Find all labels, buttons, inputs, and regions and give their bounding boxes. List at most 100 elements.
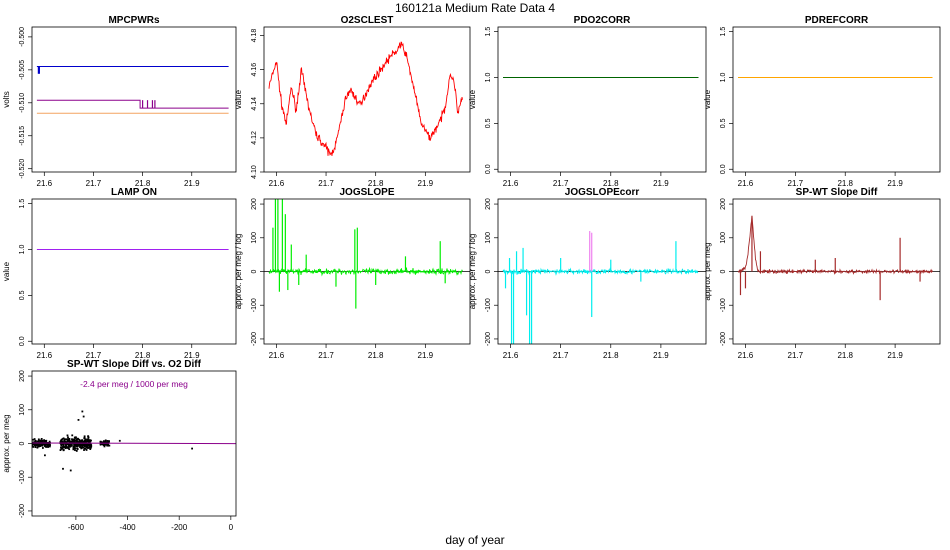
- x-tick-label: 21.6: [37, 351, 53, 360]
- x-tick-label: 21.8: [135, 351, 151, 360]
- y-tick-label: 4.16: [251, 63, 258, 77]
- data-point: [88, 439, 91, 441]
- data-point: [84, 438, 87, 441]
- data-point: [68, 440, 70, 443]
- data-point: [77, 438, 80, 440]
- y-axis-label: value: [2, 261, 11, 281]
- y-tick-label: -0.515: [19, 126, 26, 146]
- data-point: [75, 445, 78, 448]
- data-point: [49, 444, 51, 446]
- y-tick-label: 4.10: [251, 165, 258, 179]
- data-point: [68, 437, 71, 440]
- figure-title: 160121a Medium Rate Data 4: [395, 1, 555, 15]
- y-tick-label: 200: [19, 370, 26, 382]
- data-point: [79, 441, 81, 444]
- data-point: [33, 438, 36, 440]
- data-point: [47, 443, 50, 446]
- data-point: [46, 443, 48, 446]
- y-tick-label: 0.0: [19, 336, 26, 346]
- x-tick-label: 21.7: [788, 179, 804, 188]
- data-point: [60, 447, 63, 449]
- data-point: [81, 444, 84, 447]
- data-point: [75, 444, 78, 447]
- data-point: [62, 467, 64, 470]
- data-point: [39, 443, 41, 446]
- data-point: [32, 445, 33, 447]
- x-tick-label: 21.9: [184, 351, 200, 360]
- x-tick-label: 21.7: [553, 179, 569, 188]
- data-point: [41, 439, 44, 442]
- data-point: [103, 440, 105, 443]
- data-point: [44, 444, 47, 447]
- x-tick-label: 21.9: [418, 351, 434, 360]
- data-point: [80, 441, 82, 444]
- plot-frame: [497, 26, 707, 173]
- y-tick-label: 0.5: [19, 290, 26, 300]
- chart-title: JOGSLOPEcorr: [565, 187, 640, 198]
- data-point: [60, 448, 63, 450]
- data-point: [48, 445, 51, 447]
- data-point: [45, 446, 48, 448]
- data-point: [87, 435, 90, 438]
- data-point: [79, 443, 82, 446]
- y-tick-label: 0.5: [485, 118, 492, 128]
- data-point: [41, 443, 44, 446]
- data-point: [89, 446, 92, 449]
- data-point: [75, 436, 77, 439]
- y-tick-label: 200: [720, 198, 727, 210]
- data-point: [32, 442, 35, 445]
- x-tick-label: 21.8: [837, 351, 853, 360]
- data-point: [47, 446, 49, 448]
- data-point: [65, 444, 67, 447]
- data-point: [118, 439, 121, 442]
- data-point: [70, 440, 72, 443]
- x-tick-label: 21.9: [887, 351, 903, 360]
- series-0: [36, 66, 229, 74]
- data-point: [73, 436, 76, 439]
- data-point: [32, 446, 35, 448]
- data-point: [104, 443, 107, 446]
- x-tick-label: -200: [171, 523, 188, 532]
- series-0: [502, 241, 699, 344]
- x-tick-label: 21.6: [37, 179, 53, 188]
- x-tick-label: 21.8: [603, 179, 619, 188]
- y-tick-label: -100: [251, 298, 258, 312]
- plot-area: [32, 410, 236, 472]
- data-point: [73, 444, 76, 447]
- data-point: [72, 447, 75, 450]
- data-point: [81, 440, 83, 443]
- data-point: [66, 438, 69, 441]
- x-tick-label: 21.9: [653, 351, 669, 360]
- data-point: [69, 445, 72, 448]
- data-point: [70, 444, 73, 447]
- data-point: [36, 443, 39, 446]
- x-tick-label: 21.8: [837, 179, 853, 188]
- y-axis-label: value: [703, 89, 712, 109]
- data-point: [66, 434, 69, 437]
- y-tick-label: 1.0: [720, 73, 727, 83]
- data-point: [37, 444, 40, 447]
- data-point: [39, 439, 42, 442]
- series-trace: [502, 267, 699, 276]
- series-trace: [268, 41, 463, 156]
- x-tick-label: 0: [229, 523, 234, 532]
- data-point: [32, 438, 34, 441]
- data-point: [88, 445, 91, 448]
- data-point: [64, 447, 67, 450]
- data-point: [83, 447, 86, 450]
- data-point: [88, 446, 91, 449]
- y-axis-label: approx. per meg: [703, 242, 712, 300]
- data-point: [62, 443, 64, 446]
- data-point: [83, 444, 86, 447]
- y-tick-label: -100: [19, 470, 26, 484]
- chart-title: O2SCLEST: [341, 15, 394, 26]
- x-tick-label: -600: [68, 523, 85, 532]
- series-trace: [268, 266, 463, 277]
- y-axis-label: approx. per meg / log: [468, 234, 477, 310]
- chart-spwtslopediff: SP-WT Slope Diff approx. per meg 21.6 21.7 2…: [703, 187, 941, 360]
- y-tick-label: -0.520: [19, 159, 26, 179]
- chart-title: SP-WT Slope Diff vs. O2 Diff: [67, 359, 202, 370]
- plot-frame: [732, 26, 941, 173]
- x-tick-label: 21.6: [738, 179, 754, 188]
